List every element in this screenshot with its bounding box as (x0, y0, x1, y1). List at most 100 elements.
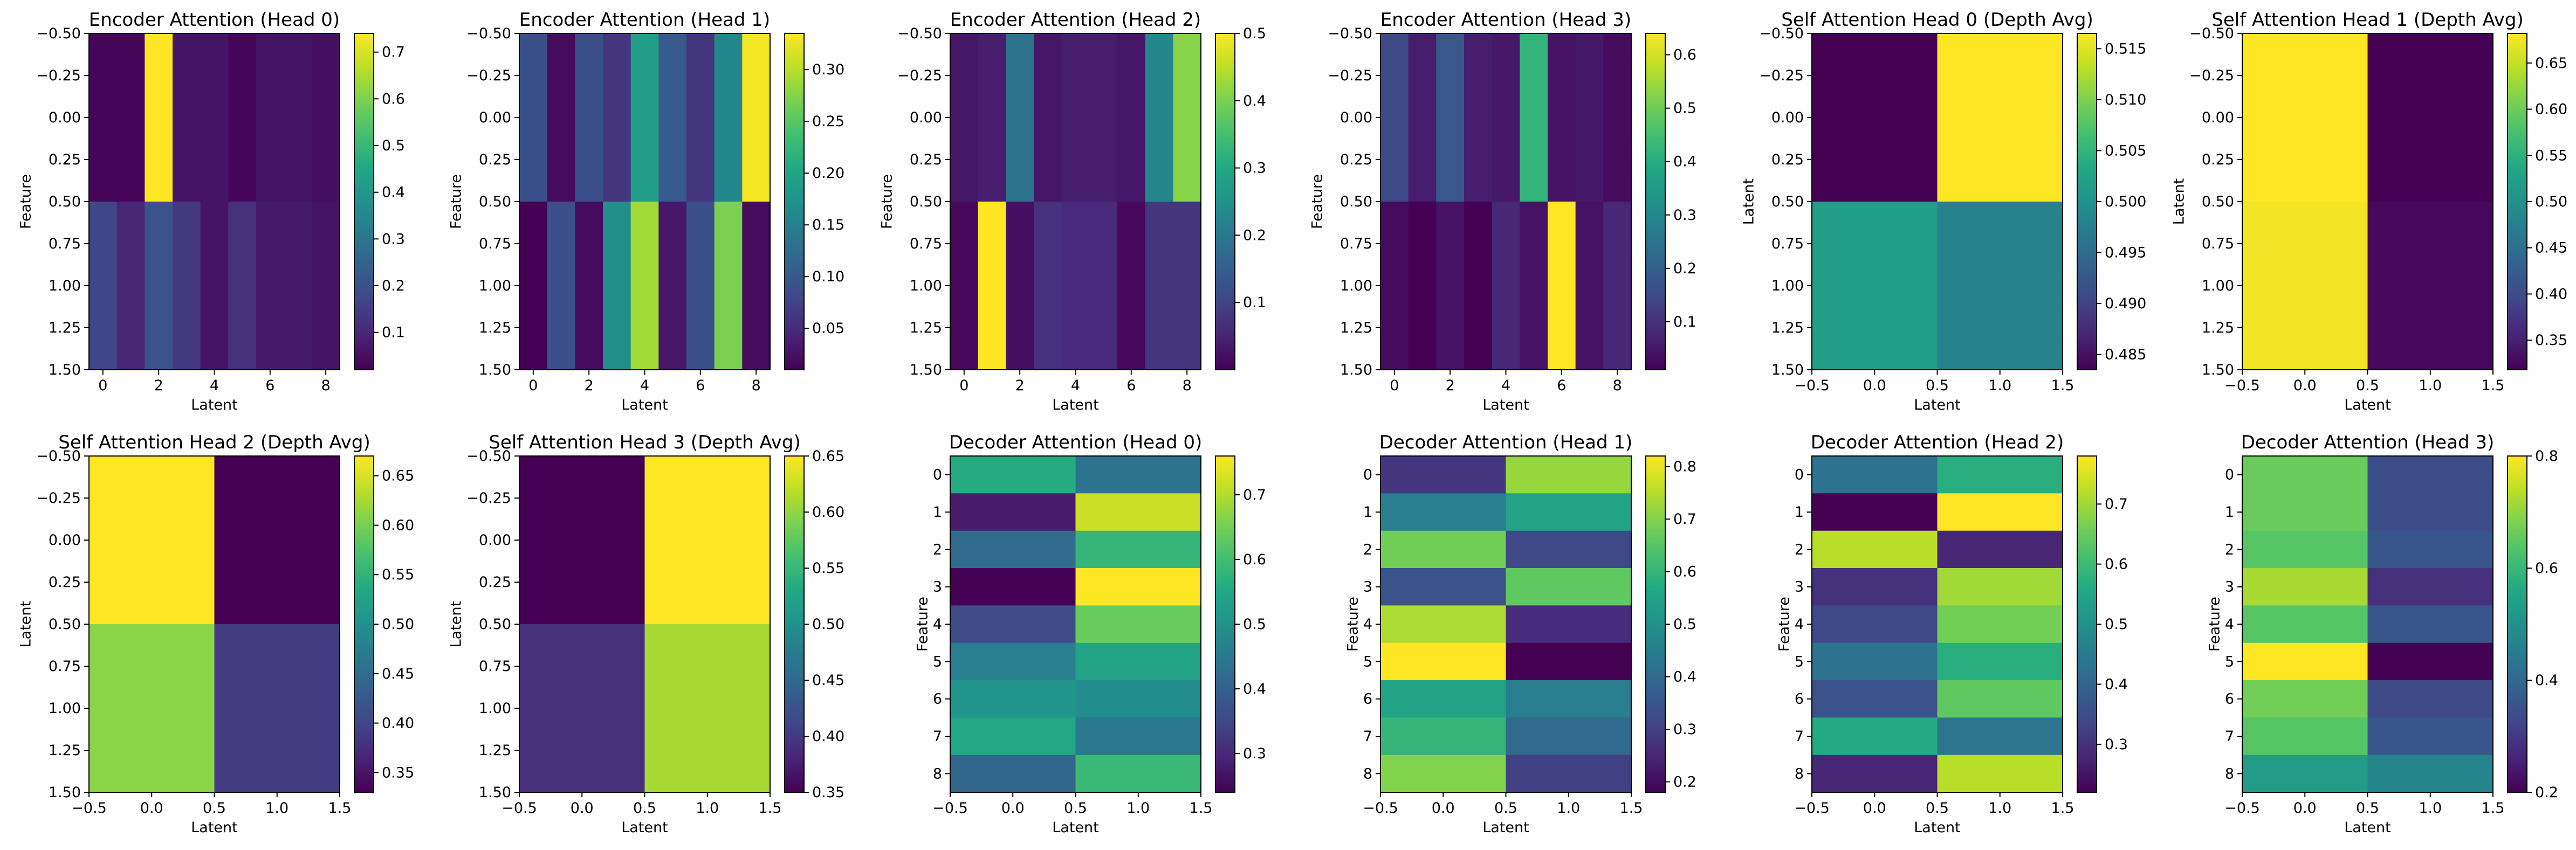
chart-7-cbar-tick-4: 0.55 (812, 560, 844, 577)
chart-7-ytick-6: 1.00 (479, 700, 511, 717)
chart-9-cell-5-0 (1380, 642, 1507, 681)
chart-9-xtick-1: 0.0 (1432, 800, 1455, 817)
chart-9-cell-4-0 (1380, 605, 1507, 644)
chart-7-cbar-tick-6: 0.65 (812, 448, 844, 465)
chart-10-cell-5-1 (1937, 642, 2063, 681)
chart-8-cell-1-1 (1075, 493, 1201, 531)
chart-4-cbar-tick-1: 0.490 (2105, 295, 2146, 312)
chart-2-cell-1-1 (978, 202, 1006, 370)
chart-2-xtick-2: 4 (1071, 377, 1080, 394)
chart-1-cell-1-2 (575, 202, 603, 370)
chart-7-ytick-4: 0.50 (479, 616, 511, 633)
chart-5: −0.5 0.0 0.5 1.0 1.5 −0.50 −0.25 0.00 0.25 0.50 0.… (2171, 9, 2568, 413)
chart-10-cbar-tick-1: 0.4 (2105, 676, 2128, 693)
chart-0-cbar-tick-4: 0.5 (382, 137, 405, 154)
chart-4-ytick-6: 1.00 (1771, 278, 1804, 294)
chart-7-cell-1-1 (644, 624, 771, 793)
chart-2-cell-1-3 (1034, 202, 1062, 370)
chart-1-ytick-3: 0.25 (479, 151, 511, 168)
chart-9-cell-7-0 (1380, 717, 1507, 756)
chart-9-cell-1-1 (1506, 493, 1632, 531)
chart-4-cbar-tick-3: 0.500 (2105, 194, 2146, 210)
chart-0-cbar-tick-3: 0.4 (382, 184, 405, 201)
chart-11-cell-5-1 (2367, 642, 2493, 681)
chart-3-cbar-tick-0: 0.1 (1673, 314, 1696, 330)
chart-0-xtick-0: 0 (98, 377, 107, 394)
chart-7-cell-0-1 (644, 456, 771, 625)
chart-0-cell-0-5 (228, 33, 257, 202)
chart-1-ytick-8: 1.50 (479, 362, 511, 378)
chart-0-cbar-tick-2: 0.3 (382, 231, 405, 247)
chart-11-cell-0-0 (2242, 456, 2368, 494)
chart-2-cell-0-2 (1006, 33, 1034, 202)
chart-8-xtick-1: 0.0 (1001, 800, 1025, 817)
chart-3-cell-1-7 (1575, 202, 1604, 370)
chart-2-ytick-4: 0.50 (910, 194, 942, 210)
chart-8-cbar-tick-0: 0.3 (1243, 745, 1266, 762)
chart-10: −0.5 0.0 0.5 1.0 1.5 0 1 2 3 4 5 6 7 8 Latent Feature De… (1776, 432, 2128, 836)
chart-1-cell-0-1 (547, 33, 575, 202)
chart-6: −0.5 0.0 0.5 1.0 1.5 −0.50 −0.25 0.00 0.25 0.50 0.… (18, 432, 415, 836)
chart-6-cbar-tick-6: 0.65 (382, 468, 414, 485)
chart-10-cell-2-0 (1812, 530, 1938, 569)
chart-1-ytick-1: −0.25 (466, 67, 511, 84)
chart-3-xlabel: Latent (1482, 397, 1529, 413)
chart-9-cell-2-1 (1506, 530, 1632, 569)
chart-3-colorbar (1645, 33, 1666, 370)
chart-1-cell-1-6 (686, 202, 715, 370)
chart-1-cell-1-7 (714, 202, 743, 370)
chart-11-cell-3-0 (2242, 568, 2368, 606)
chart-1-cell-0-3 (603, 33, 631, 202)
chart-6-cell-0-1 (214, 456, 340, 625)
chart-8-cell-6-0 (950, 680, 1076, 718)
chart-5-colorbar (2507, 33, 2527, 370)
chart-8: −0.5 0.0 0.5 1.0 1.5 0 1 2 3 4 5 6 7 8 Latent Feature De… (915, 432, 1266, 836)
chart-9-ytick-7: 7 (1363, 728, 1372, 745)
chart-11-cbar-tick-0: 0.2 (2535, 784, 2558, 801)
chart-2-cell-1-5 (1089, 202, 1118, 370)
chart-10-xtick-4: 1.5 (2051, 800, 2074, 817)
chart-10-cell-1-0 (1812, 493, 1938, 531)
chart-11-cell-4-1 (2367, 605, 2493, 644)
chart-10-ytick-4: 4 (1795, 616, 1804, 633)
chart-0-cell-1-4 (200, 202, 229, 370)
chart-9-ytick-4: 4 (1363, 616, 1372, 633)
chart-4-cbar-tick-6: 0.515 (2105, 40, 2146, 57)
chart-8-cell-4-0 (950, 605, 1076, 644)
chart-6-ylabel: Latent (18, 601, 35, 647)
chart-2-cell-0-0 (950, 33, 979, 202)
chart-9-cell-2-0 (1380, 530, 1507, 569)
chart-2-xtick-3: 6 (1126, 377, 1136, 394)
chart-6-ytick-3: 0.25 (49, 574, 81, 591)
chart-9-title: Decoder Attention (Head 1) (1379, 432, 1632, 453)
chart-2-cell-1-0 (950, 202, 979, 370)
chart-9-xtick-3: 1.0 (1557, 800, 1580, 817)
chart-2-title: Encoder Attention (Head 2) (950, 9, 1201, 31)
chart-3-ytick-5: 0.75 (1340, 236, 1372, 252)
chart-10-xtick-2: 0.5 (1926, 800, 1949, 817)
chart-3-title: Encoder Attention (Head 3) (1380, 9, 1631, 31)
chart-7-cbar-tick-2: 0.45 (812, 672, 844, 689)
chart-4-cell-1-1 (1937, 202, 2063, 370)
chart-8-xlabel: Latent (1052, 819, 1098, 836)
chart-3-cbar-tick-3: 0.4 (1673, 154, 1696, 170)
chart-2-cell-0-8 (1173, 33, 1201, 202)
chart-3-cell-0-7 (1575, 33, 1604, 202)
chart-8-title: Decoder Attention (Head 0) (949, 432, 1202, 453)
chart-9-ytick-2: 2 (1363, 541, 1372, 558)
chart-1-cell-1-4 (630, 202, 659, 370)
chart-5-cbar-tick-2: 0.45 (2535, 240, 2567, 257)
chart-3-cell-0-4 (1492, 33, 1520, 202)
chart-6-cbar-tick-2: 0.45 (382, 666, 414, 682)
chart-4-xtick-3: 1.0 (1988, 377, 2011, 394)
chart-4-ytick-0: −0.50 (1759, 25, 1804, 42)
chart-0-xlabel: Latent (191, 397, 237, 413)
chart-1-cell-1-8 (742, 202, 771, 370)
chart-1-ytick-6: 1.00 (479, 278, 511, 294)
chart-2-ytick-8: 1.50 (910, 362, 942, 378)
chart-11-cell-7-0 (2242, 717, 2368, 756)
chart-3-ytick-0: −0.50 (1328, 25, 1372, 42)
chart-3-ytick-2: 0.00 (1340, 109, 1372, 126)
chart-11-cell-8-1 (2367, 755, 2493, 793)
chart-0-cell-1-3 (173, 202, 201, 370)
